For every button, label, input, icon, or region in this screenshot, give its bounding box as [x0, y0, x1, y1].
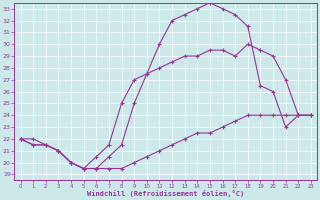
X-axis label: Windchill (Refroidissement éolien,°C): Windchill (Refroidissement éolien,°C)	[87, 190, 244, 197]
